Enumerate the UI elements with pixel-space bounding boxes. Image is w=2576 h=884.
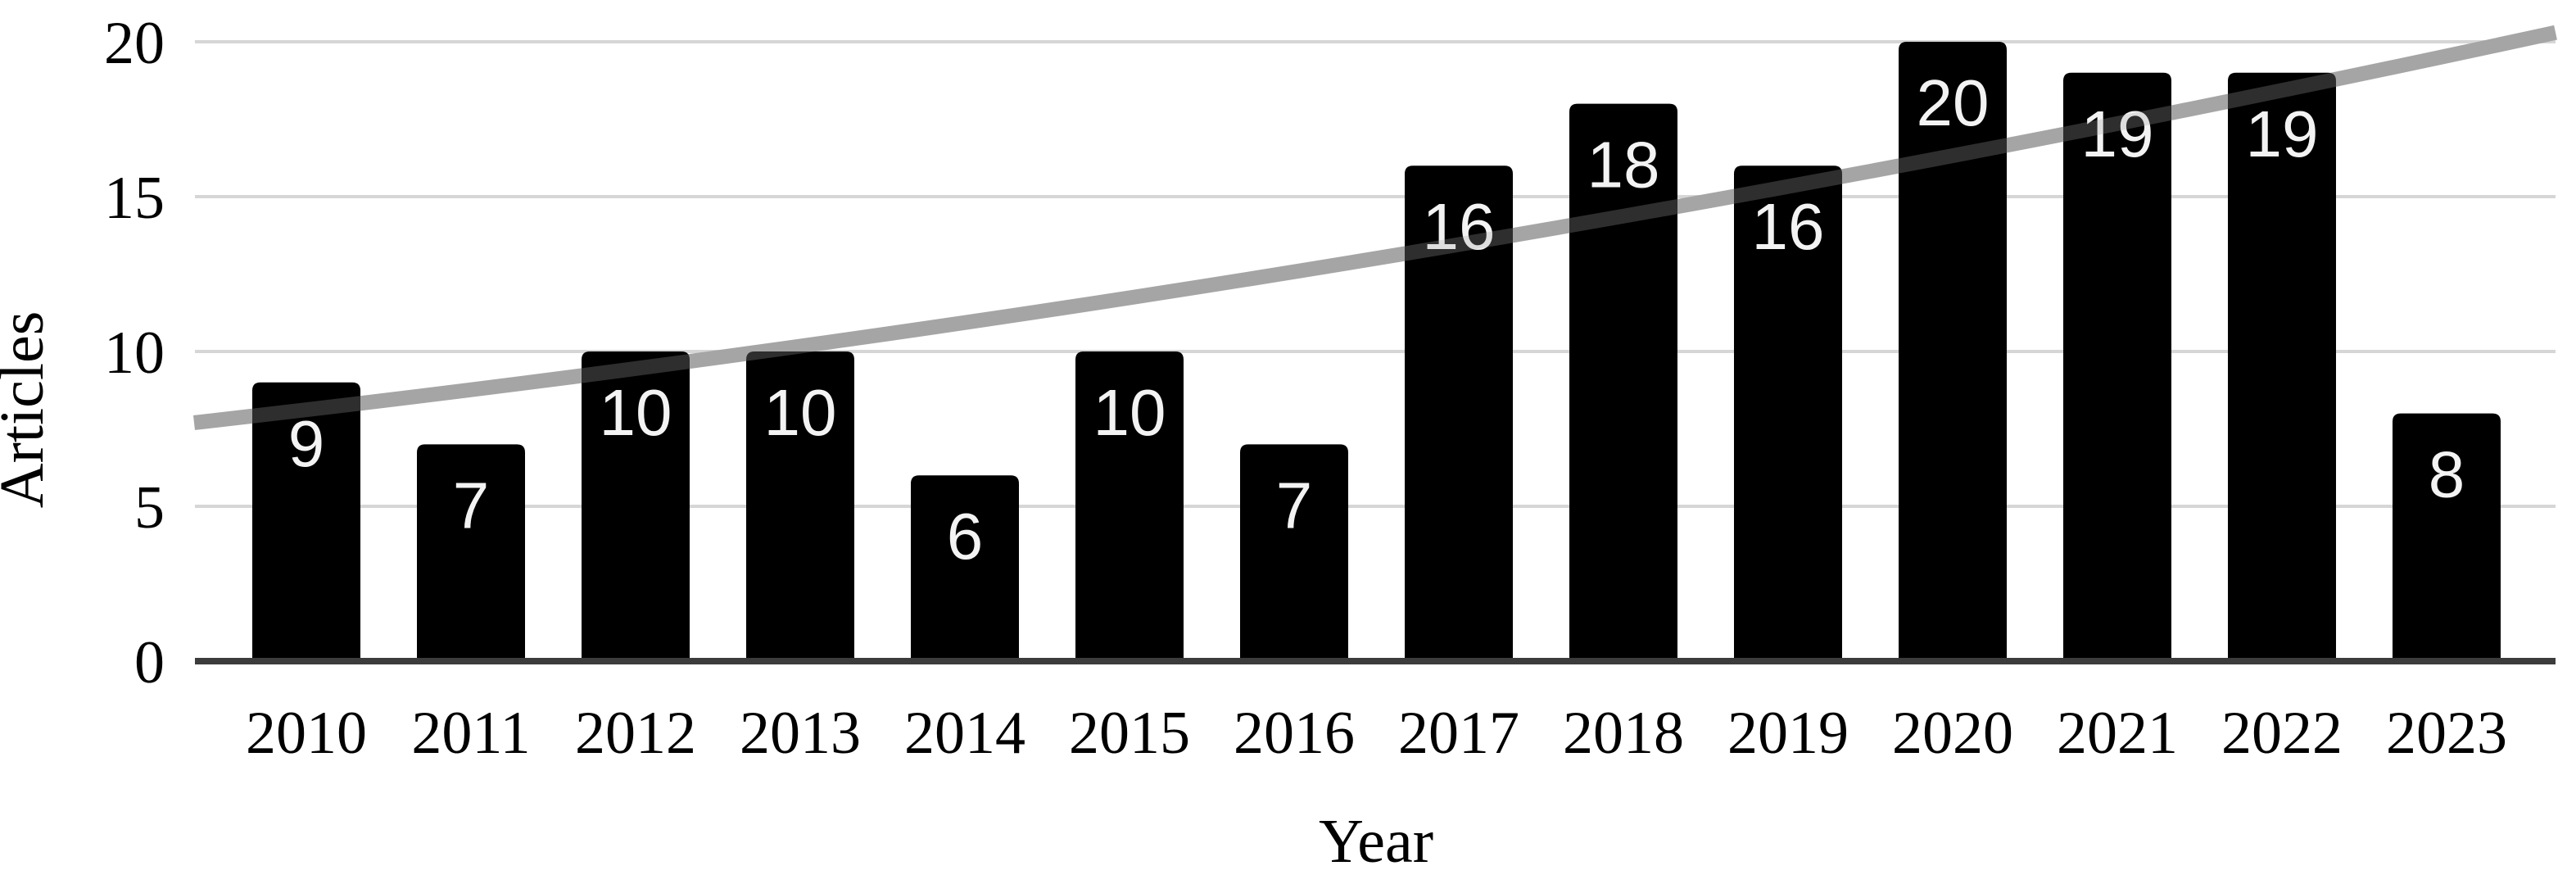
bar-value-label-2014: 6 <box>947 500 984 573</box>
x-axis-baseline <box>195 658 2556 664</box>
bar-value-label-2011: 7 <box>453 469 490 542</box>
bar-value-label-2012: 10 <box>600 376 672 449</box>
y-tick-labels-layer: 0 5 10 15 20 <box>104 10 165 696</box>
bar-2016 <box>1240 444 1348 660</box>
x-tick-label-2019: 2019 <box>1727 700 1849 767</box>
bar-value-label-2016: 7 <box>1276 469 1313 542</box>
bar-2011 <box>417 444 525 660</box>
axis-baseline-layer <box>195 658 2556 664</box>
bar-value-label-2023: 8 <box>2429 438 2465 511</box>
x-tick-label-2015: 2015 <box>1069 700 1190 767</box>
trendline <box>192 25 2557 430</box>
bar-value-label-2021: 19 <box>2081 97 2154 170</box>
y-tick-label-10: 10 <box>104 320 165 387</box>
y-tick-label-20: 20 <box>104 10 165 77</box>
x-tick-labels-layer: 2010 2011 2012 2013 2014 2015 2016 2017 2018 2019… <box>246 700 2507 767</box>
bar-2012 <box>582 351 690 660</box>
y-tick-label-0: 0 <box>134 629 165 696</box>
bar-2019 <box>1734 165 1842 660</box>
bar-2022 <box>2228 72 2336 661</box>
bar-2021 <box>2063 72 2171 661</box>
bar-2015 <box>1075 351 1184 660</box>
y-tick-label-5: 5 <box>134 474 165 542</box>
x-tick-label-2011: 2011 <box>411 700 530 767</box>
bar-value-label-2013: 10 <box>764 376 837 449</box>
trendline-overlay <box>192 25 2557 430</box>
bar-value-label-2019: 16 <box>1752 190 1825 263</box>
bar-value-label-2020: 20 <box>1917 66 1990 139</box>
x-tick-label-2012: 2012 <box>575 700 696 767</box>
x-tick-label-2013: 2013 <box>740 700 861 767</box>
x-tick-label-2017: 2017 <box>1398 700 1519 767</box>
x-tick-label-2016: 2016 <box>1234 700 1355 767</box>
bar-value-labels-layer: 9 7 10 10 6 10 7 16 18 16 20 19 19 8 <box>288 66 2465 573</box>
bar-2013 <box>746 351 854 660</box>
x-tick-label-2020: 2020 <box>1892 700 2013 767</box>
bar-value-label-2015: 10 <box>1093 376 1166 449</box>
x-tick-label-2018: 2018 <box>1563 700 1684 767</box>
bar-2010 <box>252 382 360 660</box>
bar-value-label-2022: 19 <box>2246 97 2319 170</box>
x-axis-title: Year <box>1319 807 1433 876</box>
x-tick-label-2014: 2014 <box>904 700 1025 767</box>
bar-2014 <box>911 475 1019 660</box>
bar-2020 <box>1899 42 2007 660</box>
x-tick-label-2021: 2021 <box>2057 700 2178 767</box>
bar-2017 <box>1405 165 1513 660</box>
bar-2018 <box>1569 103 1677 661</box>
trendline-layer <box>192 25 2557 430</box>
bar-value-label-2018: 18 <box>1587 129 1660 202</box>
bars-layer <box>252 42 2501 661</box>
x-tick-label-2023: 2023 <box>2386 700 2507 767</box>
y-axis-title: Articles <box>0 311 57 509</box>
x-tick-label-2022: 2022 <box>2221 700 2343 767</box>
y-tick-label-15: 15 <box>104 165 165 232</box>
bar-value-label-2017: 16 <box>1423 190 1496 263</box>
bar-value-label-2010: 9 <box>288 407 325 480</box>
x-tick-label-2010: 2010 <box>246 700 367 767</box>
bar-2023 <box>2393 413 2501 660</box>
trendline-overlay-layer <box>192 25 2557 430</box>
